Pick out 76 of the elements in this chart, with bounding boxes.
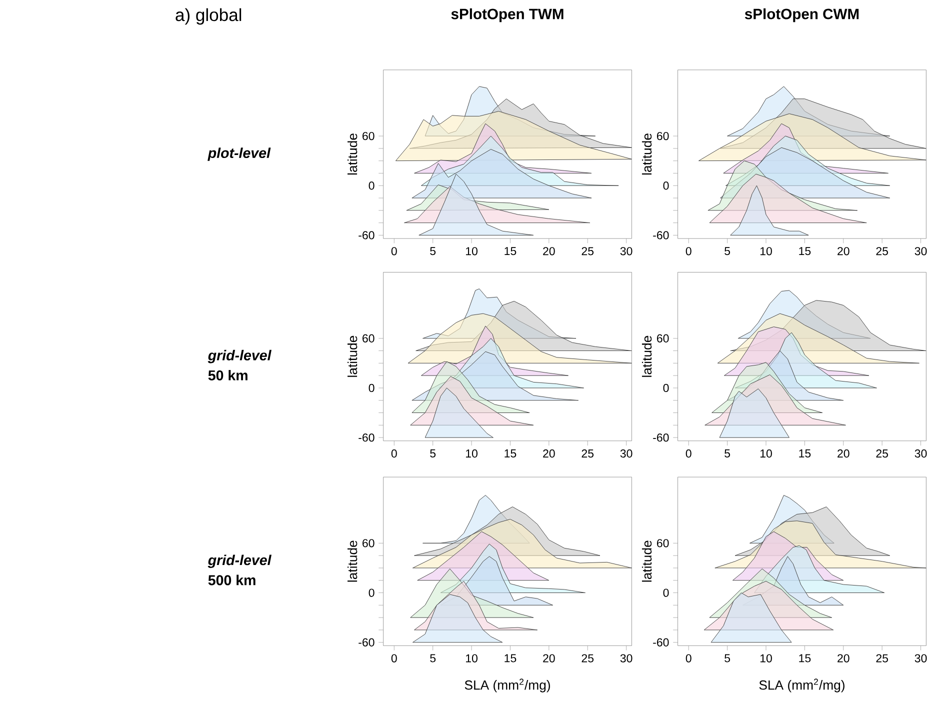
y-tick-label: 0 [663,182,669,190]
y-tick-label: -60 [653,638,669,646]
text: 50 km [208,370,248,380]
y-tick-label: -60 [653,434,669,442]
x-tick-label: 15 [799,449,811,458]
y-axis-title: latitude [642,540,652,582]
x-tick-label: 5 [430,654,436,662]
x-tick-label: 30 [914,247,927,256]
y-tick-label: 60 [657,539,669,548]
y-tick-label: 60 [362,539,374,548]
x-tick-label: 10 [466,449,478,458]
x-tick-label: 25 [582,247,594,256]
x-tick-label: 0 [686,449,692,458]
x-tick-label: 5 [430,247,436,256]
text: grid-level [208,350,272,364]
x-tick-label: 30 [620,654,632,662]
y-tick-label: 0 [368,182,374,190]
x-tick-label: 5 [430,449,436,458]
y-tick-label: -60 [653,231,669,240]
x-tick-label: 30 [620,449,632,458]
x-tick-label: 10 [760,654,772,662]
y-tick-label: 0 [368,588,374,597]
x-tick-label: 25 [582,449,594,458]
x-tick-label: 25 [876,247,888,256]
y-axis-title: latitude [348,540,358,582]
x-tick-label: 10 [466,654,478,662]
x-tick-label: 0 [391,449,397,458]
y-tick-label: 60 [362,334,374,342]
y-tick-label: 0 [663,384,669,392]
chart-title: sPlotOpen CWM [744,8,859,22]
x-tick-label: 15 [504,654,516,662]
y-tick-label: -60 [358,638,374,646]
y-axis-title: latitude [642,336,652,377]
x-axis-title: SLA (mm$^{2}$/mg) [464,678,550,692]
x-tick-label: 20 [543,449,555,458]
x-axis-title: SLA (mm$^{2}$/mg) [759,678,844,692]
y-tick-label: 0 [663,588,669,597]
x-tick-label: 25 [876,654,888,662]
x-tick-label: 20 [838,247,850,256]
y-tick-label: -60 [358,231,374,240]
x-tick-label: 10 [466,247,478,256]
x-tick-label: 5 [724,247,730,256]
y-axis-title: latitude [348,134,358,175]
x-tick-label: 30 [914,449,927,458]
x-tick-label: 20 [543,654,555,662]
y-axis-title: latitude [348,336,358,377]
x-tick-label: 15 [504,247,516,256]
text: 500 km [208,574,256,586]
y-tick-label: 60 [657,132,669,140]
text: grid-level [208,554,272,568]
x-tick-label: 30 [620,247,632,256]
x-tick-label: 25 [582,654,594,662]
x-tick-label: 20 [543,247,555,256]
text: a) global [176,8,242,25]
x-tick-label: 10 [760,449,772,458]
x-tick-label: 20 [838,449,850,458]
x-tick-label: 30 [914,654,927,662]
x-tick-label: 15 [799,654,811,662]
x-tick-label: 0 [391,654,397,662]
x-tick-label: 0 [686,654,692,662]
text: plot-level [208,148,271,161]
x-tick-label: 15 [504,449,516,458]
x-tick-label: 15 [799,247,811,256]
y-tick-label: 60 [362,132,374,140]
y-tick-label: -60 [358,434,374,442]
chart-title: sPlotOpen TWM [451,8,564,22]
x-tick-label: 0 [391,247,397,256]
x-tick-label: 20 [838,654,850,662]
y-tick-label: 0 [368,384,374,392]
x-tick-label: 10 [760,247,772,256]
x-tick-label: 0 [686,247,692,256]
x-tick-label: 5 [724,654,730,662]
x-tick-label: 25 [876,449,888,458]
x-tick-label: 5 [724,449,730,458]
y-tick-label: 60 [657,334,669,342]
y-axis-title: latitude [642,134,652,175]
